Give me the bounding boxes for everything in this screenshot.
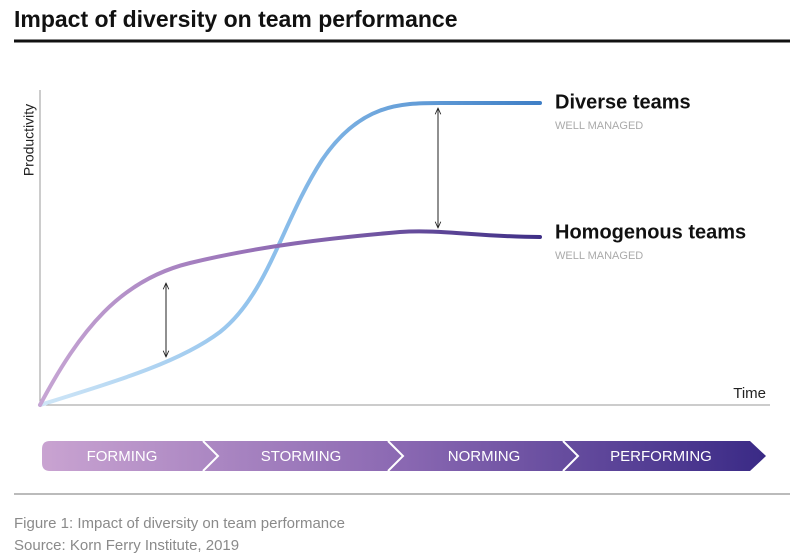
curve-label: Diverse teams xyxy=(555,91,691,113)
y-axis-label: Productivity xyxy=(21,104,37,176)
title: Impact of diversity on team performance xyxy=(14,6,458,32)
stage-label: STORMING xyxy=(261,448,342,465)
caption: Figure 1: Impact of diversity on team pe… xyxy=(14,515,345,532)
homogenous-curve xyxy=(38,229,542,407)
stage-label: PERFORMING xyxy=(610,448,712,465)
stage-label: FORMING xyxy=(87,448,158,465)
stage-separator xyxy=(562,440,580,472)
diverse-curve xyxy=(38,101,542,407)
stage-separator xyxy=(387,440,405,472)
curve-note: WELL MANAGED xyxy=(555,120,643,132)
stage-separator xyxy=(202,440,220,472)
caption-source: Source: Korn Ferry Institute, 2019 xyxy=(14,537,239,554)
stage-label: NORMING xyxy=(448,448,521,465)
curve-label: Homogenous teams xyxy=(555,221,746,243)
curve-note: WELL MANAGED xyxy=(555,250,643,262)
x-axis-label: Time xyxy=(733,385,766,402)
